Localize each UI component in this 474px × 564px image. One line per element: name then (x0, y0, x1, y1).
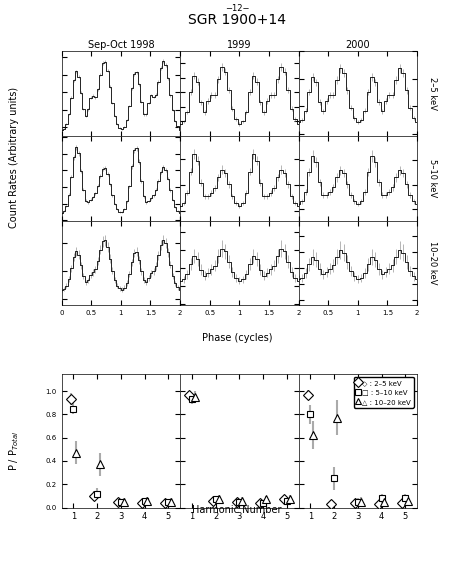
Text: P / P$_{Total}$: P / P$_{Total}$ (7, 431, 21, 472)
Text: Count Rates (Arbitrary units): Count Rates (Arbitrary units) (9, 87, 19, 228)
Text: Harmonic Number: Harmonic Number (192, 505, 282, 515)
Legend: ◇ : 2–5 keV, □ : 5–10 keV, △ : 10–20 keV: ◇ : 2–5 keV, □ : 5–10 keV, △ : 10–20 keV (354, 377, 414, 408)
Title: 1999: 1999 (227, 40, 252, 50)
Y-axis label: 2–5 keV: 2–5 keV (428, 77, 437, 110)
Title: 2000: 2000 (346, 40, 370, 50)
Title: Sep-Oct 1998: Sep-Oct 1998 (88, 40, 154, 50)
Y-axis label: 5–10 keV: 5–10 keV (428, 159, 437, 197)
Text: Phase (cycles): Phase (cycles) (202, 333, 272, 343)
Text: SGR 1900+14: SGR 1900+14 (188, 13, 286, 27)
Y-axis label: 10–20 keV: 10–20 keV (428, 241, 437, 285)
Text: −12−: −12− (225, 4, 249, 13)
